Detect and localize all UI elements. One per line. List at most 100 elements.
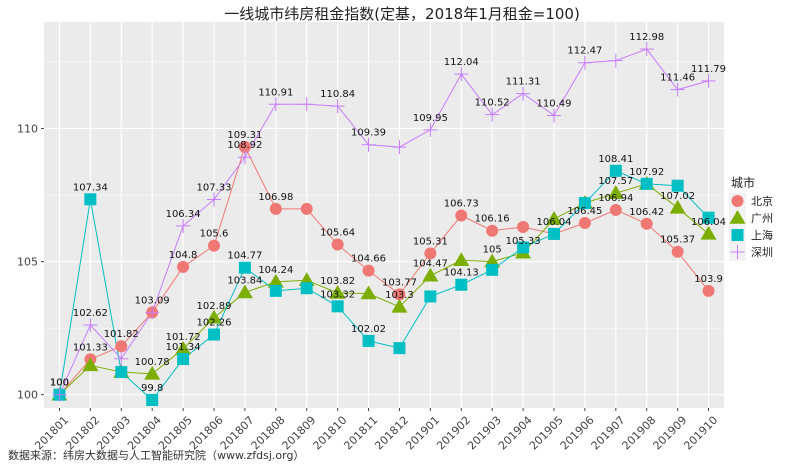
data-label: 103.32 xyxy=(320,289,355,300)
data-point xyxy=(329,284,346,299)
data-label: 107.02 xyxy=(660,191,695,202)
data-label: 106.98 xyxy=(258,192,293,203)
data-label: 106.34 xyxy=(166,209,201,220)
data-label: 106.45 xyxy=(567,206,602,217)
data-point xyxy=(546,210,562,225)
y-tick-label: 110 xyxy=(17,122,38,135)
legend-key xyxy=(730,245,745,259)
data-point xyxy=(83,317,98,332)
data-label: 104.47 xyxy=(413,259,448,270)
data-point xyxy=(640,177,653,190)
data-label: 111.46 xyxy=(660,73,695,84)
data-label: 106.04 xyxy=(537,217,572,228)
data-point xyxy=(361,137,376,152)
data-label: 106.94 xyxy=(598,193,633,204)
data-point xyxy=(144,365,161,380)
data-label: 112.98 xyxy=(629,32,664,43)
data-label: 107.34 xyxy=(73,182,108,193)
data-point xyxy=(424,247,437,260)
data-label: 105 xyxy=(483,245,502,256)
series-line-1 xyxy=(59,183,709,396)
data-point xyxy=(454,67,469,82)
data-point xyxy=(300,282,313,295)
plot-background xyxy=(44,22,724,408)
data-point xyxy=(236,284,253,299)
data-label: 105.6 xyxy=(200,229,229,240)
data-label: 110.91 xyxy=(258,87,293,98)
data-point xyxy=(609,203,622,216)
data-label: 109.95 xyxy=(413,113,448,124)
data-point xyxy=(299,97,314,112)
data-point xyxy=(702,211,715,224)
data-point xyxy=(485,107,500,122)
legend-key xyxy=(729,210,746,224)
data-label: 110.84 xyxy=(320,89,355,100)
data-point xyxy=(207,192,221,207)
data-point xyxy=(175,340,192,355)
data-label: 106.73 xyxy=(444,199,479,210)
data-label: 109.39 xyxy=(351,128,386,139)
data-point xyxy=(701,73,716,88)
data-label: 105.31 xyxy=(413,236,448,247)
data-point xyxy=(145,305,160,320)
legend-label: 广州 xyxy=(751,212,773,225)
data-label: 101.33 xyxy=(73,342,108,353)
data-point xyxy=(208,328,220,341)
data-point xyxy=(392,140,407,155)
data-label: 107.33 xyxy=(197,183,232,194)
data-point xyxy=(391,298,408,313)
source-note: 数据来源：纬房大数据与人工智能研究院（www.zfdsj.org） xyxy=(8,448,304,462)
x-tick-label: 201910 xyxy=(681,414,720,453)
data-label: 103.3 xyxy=(385,290,414,301)
series-line-2 xyxy=(58,170,709,401)
data-point xyxy=(268,97,283,112)
data-label: 108.41 xyxy=(598,154,633,165)
data-label: 102.89 xyxy=(197,301,232,312)
data-label: 107.92 xyxy=(629,167,664,178)
data-point xyxy=(360,285,377,300)
data-point xyxy=(82,357,99,372)
data-point xyxy=(114,351,129,366)
data-point xyxy=(331,300,344,313)
data-label: 103.77 xyxy=(382,277,417,288)
data-point xyxy=(269,284,282,297)
data-label: 102.02 xyxy=(351,324,386,335)
data-point xyxy=(671,245,684,258)
data-point xyxy=(300,202,313,215)
data-point xyxy=(362,264,375,277)
data-label: 104.8 xyxy=(169,250,198,261)
data-point xyxy=(607,185,624,199)
data-point xyxy=(670,82,685,97)
data-point xyxy=(52,387,67,402)
data-label: 111.31 xyxy=(506,77,541,88)
data-point xyxy=(578,216,591,229)
data-point xyxy=(671,179,684,192)
data-point xyxy=(237,150,252,165)
series-line-0 xyxy=(59,145,709,396)
data-point xyxy=(422,267,439,282)
data-label: 100.78 xyxy=(135,357,170,368)
data-point xyxy=(393,342,406,355)
data-point xyxy=(206,309,222,324)
data-label: 99.8 xyxy=(141,383,163,394)
data-label: 101.82 xyxy=(104,329,139,340)
data-label: 104.24 xyxy=(258,265,293,276)
series-markers xyxy=(51,42,717,407)
data-point xyxy=(455,278,468,291)
data-point xyxy=(702,284,715,297)
data-label: 109.31 xyxy=(227,130,262,141)
data-label: 111.79 xyxy=(691,64,726,75)
data-point xyxy=(208,239,220,252)
data-point xyxy=(331,238,344,251)
y-tick-label: 105 xyxy=(17,256,38,269)
data-point xyxy=(486,263,499,276)
data-point xyxy=(548,227,560,240)
data-point xyxy=(84,193,97,206)
data-point xyxy=(330,99,345,114)
data-label: 101.34 xyxy=(166,342,201,353)
data-point xyxy=(393,288,406,301)
data-point xyxy=(577,55,592,70)
data-label: 103.9 xyxy=(694,274,723,285)
data-point xyxy=(578,197,591,210)
